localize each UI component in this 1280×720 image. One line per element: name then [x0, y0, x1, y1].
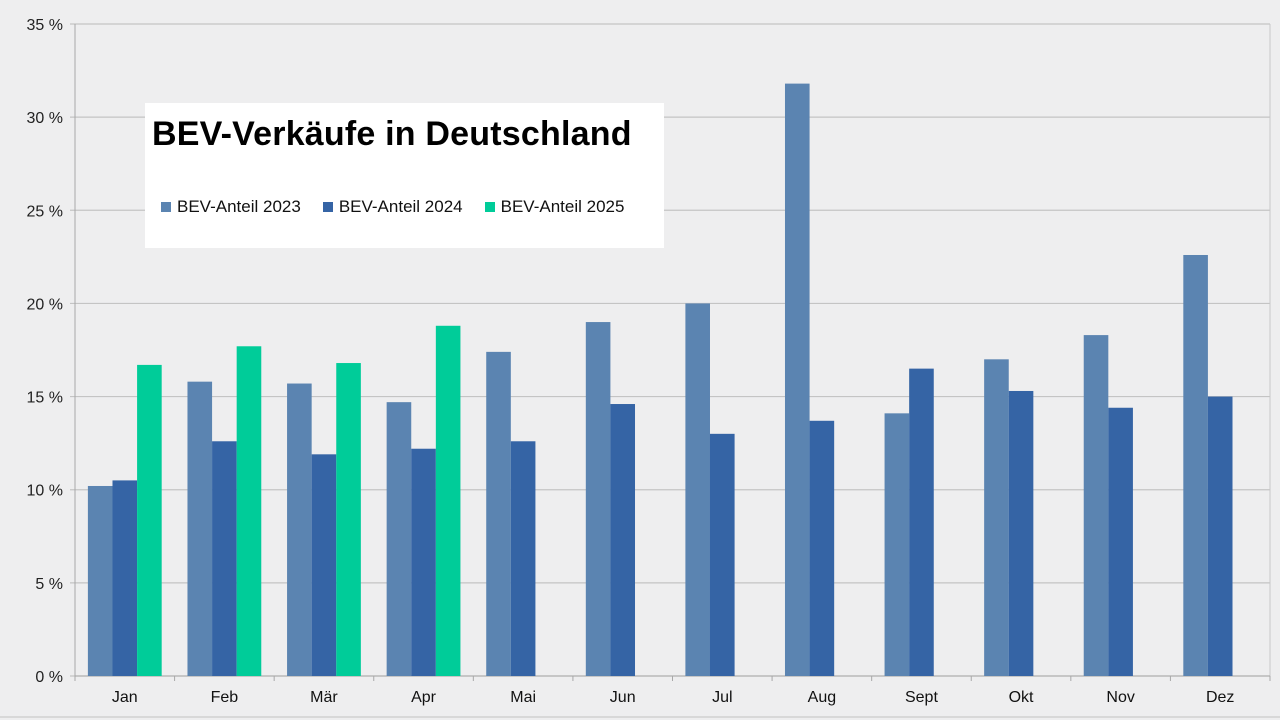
bar-bev-anteil-2025-apr	[435, 325, 461, 676]
bar-bev-anteil-2023-nov	[1083, 335, 1109, 676]
bar-bev-anteil-2023-mai	[486, 351, 511, 676]
bar-bev-anteil-2025-feb	[236, 346, 262, 676]
bar-bev-anteil-2024-mär	[311, 454, 337, 676]
legend-item-2024: BEV-Anteil 2024	[322, 197, 463, 217]
legend-label-2025: BEV-Anteil 2025	[500, 197, 625, 216]
legend-item-2023: BEV-Anteil 2023	[161, 197, 301, 217]
bar-bev-anteil-2023-mär	[287, 383, 312, 676]
legend-item-2025: BEV-Anteil 2025	[484, 197, 625, 217]
legend-swatch-2025	[484, 202, 495, 212]
bar-bev-anteil-2023-sept	[884, 413, 910, 676]
bar-bev-anteil-2024-jan	[112, 480, 138, 676]
bar-bev-anteil-2025-mär	[336, 363, 361, 676]
x-tick-label: Aug	[808, 689, 836, 706]
y-tick-label: 5 %	[35, 576, 63, 593]
bar-bev-anteil-2024-aug	[809, 420, 835, 676]
chart-title: BEV-Verkäufe in Deutschland	[152, 115, 632, 153]
bar-bev-anteil-2023-dez	[1183, 254, 1208, 676]
x-tick-label: Apr	[411, 689, 437, 706]
x-tick-label: Mär	[310, 689, 338, 706]
x-tick-label: Dez	[1206, 689, 1234, 706]
bar-bev-anteil-2024-sept	[909, 368, 934, 676]
y-tick-label: 15 %	[27, 390, 63, 407]
x-tick-label: Jun	[610, 689, 636, 706]
bar-bev-anteil-2023-feb	[187, 381, 213, 676]
y-tick-label: 25 %	[27, 203, 63, 220]
bar-bev-anteil-2023-jul	[685, 303, 710, 676]
x-tick-label: Mai	[510, 689, 536, 706]
bars	[87, 83, 1233, 676]
bar-bev-anteil-2023-jun	[585, 322, 611, 676]
title-legend-box: BEV-Verkäufe in Deutschland BEV-Anteil 2…	[145, 103, 664, 248]
x-tick-label: Okt	[1009, 689, 1034, 706]
bar-bev-anteil-2023-jan	[87, 485, 113, 676]
y-tick-labels: 0 % 5 % 10 % 15 % 20 % 25 % 30 % 35 %	[27, 17, 63, 686]
x-tick-label: Feb	[211, 689, 239, 706]
bar-bev-anteil-2023-aug	[784, 83, 810, 676]
bar-bev-anteil-2023-okt	[984, 359, 1009, 676]
bar-bev-anteil-2024-mai	[510, 441, 536, 676]
x-tick-labels: Jan Feb Mär Apr Mai Jun Jul Aug Sept Okt Nov Dez	[112, 689, 1235, 706]
x-tick-label: Jan	[112, 689, 138, 706]
axes	[0, 24, 1280, 718]
bar-bev-anteil-2024-dez	[1207, 396, 1233, 676]
bar-bev-anteil-2024-apr	[411, 448, 436, 676]
legend-label-2023: BEV-Anteil 2023	[177, 197, 301, 216]
x-tick-label: Nov	[1106, 689, 1134, 706]
x-tick-label: Sept	[905, 689, 938, 706]
bar-bev-anteil-2024-feb	[212, 441, 237, 676]
legend-swatch-2023	[161, 202, 171, 212]
y-tick-label: 20 %	[27, 296, 63, 313]
bar-bev-anteil-2024-jul	[709, 433, 735, 676]
legend: BEV-Anteil 2023 BEV-Anteil 2024 BEV-Ante…	[161, 197, 646, 217]
x-tick-label: Jul	[712, 689, 732, 706]
bar-bev-anteil-2024-nov	[1108, 407, 1133, 676]
y-tick-label: 0 %	[35, 669, 63, 686]
y-tick-label: 10 %	[27, 483, 63, 500]
bar-bev-anteil-2025-jan	[137, 364, 162, 676]
bar-bev-anteil-2024-okt	[1008, 390, 1034, 676]
bar-bev-anteil-2023-apr	[386, 402, 412, 676]
y-tick-label: 30 %	[27, 110, 63, 127]
legend-label-2024: BEV-Anteil 2024	[338, 197, 463, 216]
y-tick-label: 35 %	[27, 17, 63, 34]
legend-swatch-2024	[322, 202, 333, 212]
bar-bev-anteil-2024-jun	[610, 404, 636, 676]
